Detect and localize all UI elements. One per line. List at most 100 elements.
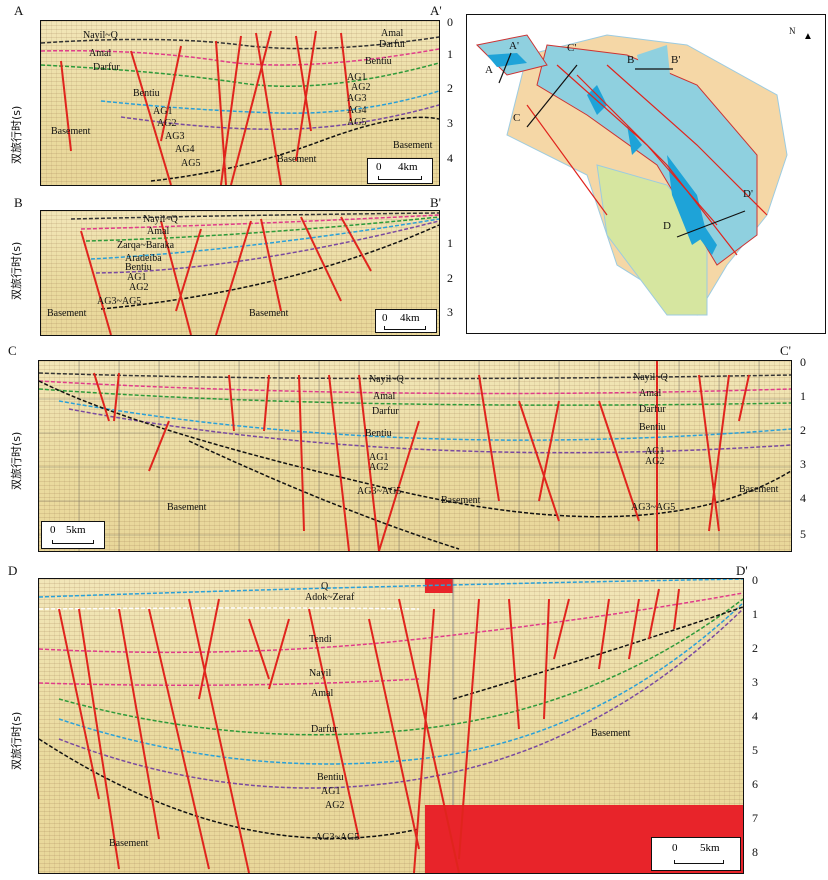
horizon-label: Bentiu: [639, 422, 666, 433]
map-north-label: N: [789, 26, 796, 36]
axis-tick: 4: [447, 151, 453, 165]
horizon-label: Bentiu: [365, 428, 392, 439]
map-drawing: ▲: [475, 31, 813, 316]
scale-bar-c: 0 5km: [41, 521, 105, 549]
axis-tick: 5: [752, 743, 758, 757]
horizon-label: Darfur: [379, 39, 406, 50]
basement-label: Basement: [739, 484, 779, 495]
scale-zero: 0: [382, 312, 388, 324]
scale-zero: 0: [376, 161, 382, 173]
horizon-label: AG3~AG5: [97, 296, 142, 307]
horizon-label: Tendi: [309, 634, 332, 645]
basement-label: Basement: [47, 308, 87, 319]
scale-length: 5km: [66, 524, 86, 536]
section-c-end-label: C': [780, 343, 792, 358]
horizon-label: Darfur: [372, 406, 399, 417]
basement-label: Basement: [393, 140, 433, 151]
scale-length: 5km: [700, 842, 720, 854]
horizon-label: AG3~AG5: [357, 486, 402, 497]
seismic-section-b: Nayil~Q Amal Zarqa~Baraka Aradeiba Benti…: [40, 210, 440, 336]
horizon-label: Amal: [147, 226, 170, 237]
horizon-label: Adok~Zeraf: [305, 592, 355, 603]
horizon-label: Darfur: [93, 62, 120, 73]
basement-label: Basement: [167, 502, 207, 513]
axis-tick: 3: [447, 305, 453, 319]
horizon-label: Bentiu: [125, 262, 152, 273]
axis-tick: 2: [752, 641, 758, 655]
axis-tick: 4: [800, 491, 806, 505]
horizon-label: AG1: [127, 272, 147, 283]
horizon-label: Nayil~Q: [633, 372, 668, 383]
horizon-label: AG1: [153, 106, 173, 117]
horizon-label: AG2: [129, 282, 149, 293]
panel-c-y-axis-title: 双旅行时(s): [10, 431, 23, 490]
horizon-label: Amal: [639, 388, 662, 399]
map-line-label: C': [567, 42, 577, 54]
horizon-label: Bentiu: [365, 56, 392, 67]
scale-bar-d: 0 5km: [651, 837, 741, 871]
map-line-label: A': [509, 40, 519, 52]
map-line-label: B: [627, 54, 635, 66]
location-map: ▲ N A A' C' C B B' D' D: [466, 14, 826, 334]
section-a-end-label: A': [430, 3, 442, 18]
section-a-start-label: A: [14, 3, 24, 18]
section-b-start-label: B: [14, 195, 23, 210]
horizon-label: AG5: [181, 158, 201, 169]
horizon-label: AG1: [645, 446, 665, 457]
horizon-label: AG5: [347, 117, 367, 128]
scale-length: 4km: [398, 161, 418, 173]
axis-tick: 1: [800, 389, 806, 403]
map-line-label: B': [671, 54, 681, 66]
horizon-label: Amal: [373, 391, 396, 402]
horizon-label: Darfur: [311, 724, 338, 735]
axis-tick: 7: [752, 811, 758, 825]
horizon-label: Bentiu: [133, 88, 160, 99]
horizon-label: AG1: [369, 452, 389, 463]
horizon-label: Amal: [381, 28, 404, 39]
horizon-label: Amal: [89, 48, 112, 59]
axis-tick: 6: [752, 777, 758, 791]
basement-label: Basement: [109, 838, 149, 849]
section-c-start-label: C: [8, 343, 17, 358]
basement-label: Basement: [51, 126, 91, 137]
scale-bar-a: 0 4km: [367, 158, 433, 184]
map-line-label: D': [743, 188, 753, 200]
basement-label: Basement: [441, 495, 481, 506]
horizon-label: Nayil: [309, 668, 332, 679]
axis-tick: 4: [752, 709, 758, 723]
horizon-label: AG2: [645, 456, 665, 467]
axis-tick: 5: [800, 527, 806, 541]
axis-tick: 0: [447, 15, 453, 29]
horizon-label: AG2: [325, 800, 345, 811]
horizon-label: Darfur: [639, 404, 666, 415]
panel-b-y-axis-title: 双旅行时(s): [10, 241, 23, 300]
horizon-label: Aradeiba: [125, 253, 162, 264]
axis-tick: 1: [752, 607, 758, 621]
horizon-label: Bentiu: [317, 772, 344, 783]
horizon-label: Nayil~Q: [83, 30, 118, 41]
panel-a-y-axis-title: 双旅行时(s): [10, 105, 23, 164]
seismic-section-c: Nayil~Q Amal Darfur Bentiu AG1 AG2 AG3~A…: [38, 360, 792, 552]
section-d-end-label: D': [736, 563, 748, 578]
axis-tick: 3: [752, 675, 758, 689]
axis-tick: 8: [752, 845, 758, 859]
section-b-interpretation: [70, 212, 439, 335]
panel-d-y-axis-title: 双旅行时(s): [10, 711, 23, 770]
horizon-label: Amal: [311, 688, 334, 699]
basement-label: Basement: [591, 728, 631, 739]
horizon-label: Nayil~Q: [143, 214, 178, 225]
horizon-label: Q: [321, 581, 329, 592]
section-a-interpretation: [41, 30, 439, 185]
scale-zero: 0: [672, 842, 678, 854]
horizon-label: Nayil~Q: [369, 374, 404, 385]
axis-tick: 3: [800, 457, 806, 471]
scale-bar-b: 0 4km: [375, 309, 437, 333]
map-line-label: D: [663, 220, 671, 232]
horizon-label: AG1: [321, 786, 341, 797]
horizon-label: AG2: [351, 82, 371, 93]
axis-tick: 3: [447, 116, 453, 130]
axis-tick: 1: [447, 236, 453, 250]
horizon-label: AG2: [369, 462, 389, 473]
basement-label: Basement: [277, 154, 317, 165]
svg-text:▲: ▲: [803, 31, 813, 42]
